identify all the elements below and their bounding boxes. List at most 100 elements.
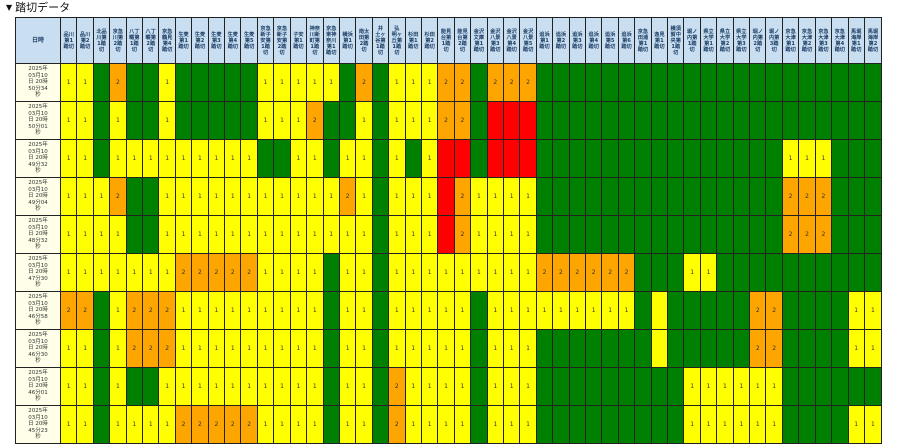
- status-cell: [831, 177, 849, 216]
- status-cell: 1: [404, 367, 422, 406]
- status-cell: [371, 177, 390, 216]
- status-cell: 1: [388, 101, 406, 140]
- status-cell: 1: [59, 215, 78, 254]
- status-cell: [568, 177, 587, 216]
- status-cell: 2: [535, 253, 554, 292]
- status-cell: [634, 367, 652, 406]
- status-cell: 2: [158, 291, 176, 330]
- status-cell: 1: [125, 253, 144, 292]
- status-cell: [732, 139, 751, 178]
- section-toggle[interactable]: ▼ 踏切データ: [6, 1, 70, 15]
- status-cell: [224, 101, 242, 140]
- status-cell: 1: [617, 291, 636, 330]
- status-cell: [863, 139, 883, 178]
- status-cell: 1: [519, 215, 537, 254]
- status-cell: 1: [76, 101, 94, 140]
- status-cell: 1: [240, 177, 258, 216]
- status-cell: 1: [716, 405, 734, 444]
- status-cell: 2: [224, 405, 242, 444]
- status-cell: [699, 63, 718, 102]
- status-cell: [486, 139, 504, 178]
- status-cell: [338, 101, 357, 140]
- status-cell: [584, 367, 603, 406]
- status-cell: 1: [158, 367, 176, 406]
- status-cell: 1: [158, 405, 176, 444]
- status-cell: 1: [338, 291, 357, 330]
- status-cell: [437, 215, 455, 254]
- status-cell: 1: [404, 405, 422, 444]
- status-cell: [92, 367, 111, 406]
- status-cell: 1: [207, 367, 226, 406]
- status-cell: 1: [453, 253, 472, 292]
- status-cell: 1: [125, 405, 144, 444]
- datetime-cell: 2025年 03月10 日 20時 50分01 秒: [15, 101, 61, 140]
- status-cell: 1: [59, 405, 78, 444]
- datetime-cell: 2025年 03月10 日 20時 50分34 秒: [15, 63, 61, 102]
- status-cell: [831, 63, 849, 102]
- status-cell: [683, 291, 701, 330]
- status-cell: 1: [306, 291, 324, 330]
- status-cell: 1: [355, 215, 373, 254]
- status-cell: [732, 253, 751, 292]
- status-cell: [798, 329, 816, 368]
- status-cell: [749, 139, 767, 178]
- status-cell: [634, 329, 652, 368]
- status-cell: [716, 215, 734, 254]
- status-cell: 1: [306, 405, 324, 444]
- status-cell: 1: [273, 177, 291, 216]
- status-cell: 1: [306, 139, 324, 178]
- status-cell: 2: [207, 405, 226, 444]
- status-cell: 1: [568, 291, 587, 330]
- status-cell: 2: [388, 405, 406, 444]
- status-cell: 1: [437, 329, 455, 368]
- status-cell: 1: [158, 253, 176, 292]
- status-cell: [765, 101, 783, 140]
- status-cell: 2: [552, 253, 570, 292]
- status-cell: 1: [109, 367, 127, 406]
- status-cell: 1: [273, 291, 291, 330]
- status-cell: [617, 63, 636, 102]
- crossing-column-header: 生麦 第5 踏切: [240, 17, 258, 64]
- status-cell: 2: [240, 405, 258, 444]
- status-cell: [732, 215, 751, 254]
- status-cell: [601, 139, 619, 178]
- status-cell: 1: [404, 215, 422, 254]
- status-cell: 1: [59, 253, 78, 292]
- status-cell: [847, 215, 865, 254]
- status-cell: [716, 139, 734, 178]
- status-cell: 1: [289, 63, 308, 102]
- status-cell: 1: [322, 215, 340, 254]
- status-cell: [371, 101, 390, 140]
- status-cell: 1: [699, 367, 718, 406]
- status-cell: 1: [486, 215, 504, 254]
- status-cell: [92, 139, 111, 178]
- status-cell: 1: [158, 177, 176, 216]
- status-cell: 1: [125, 139, 144, 178]
- crossing-column-header: 品川 第2 踏切: [76, 17, 94, 64]
- status-cell: 1: [502, 291, 521, 330]
- status-cell: 1: [420, 367, 439, 406]
- status-cell: 1: [683, 367, 701, 406]
- crossing-column-header: 京急 新子 安第 1踏 切: [256, 17, 275, 64]
- status-cell: 1: [388, 63, 406, 102]
- status-cell: 1: [306, 177, 324, 216]
- crossing-column-header: 杉田 第1 踏切: [404, 17, 422, 64]
- status-cell: 2: [749, 291, 767, 330]
- status-cell: 1: [453, 329, 472, 368]
- status-cell: 1: [502, 329, 521, 368]
- status-cell: 1: [306, 329, 324, 368]
- status-cell: [371, 63, 390, 102]
- crossing-column-header: 京急 大津 第3 踏切: [814, 17, 833, 64]
- datetime-cell: 2025年 03月10 日 20時 46分58 秒: [15, 291, 61, 330]
- status-cell: [765, 177, 783, 216]
- status-cell: [781, 101, 800, 140]
- status-cell: [552, 367, 570, 406]
- status-cell: [535, 139, 554, 178]
- status-cell: [470, 63, 488, 102]
- status-cell: [749, 215, 767, 254]
- status-cell: 1: [420, 177, 439, 216]
- status-cell: 1: [814, 139, 833, 178]
- status-cell: [322, 367, 340, 406]
- status-cell: 1: [76, 367, 94, 406]
